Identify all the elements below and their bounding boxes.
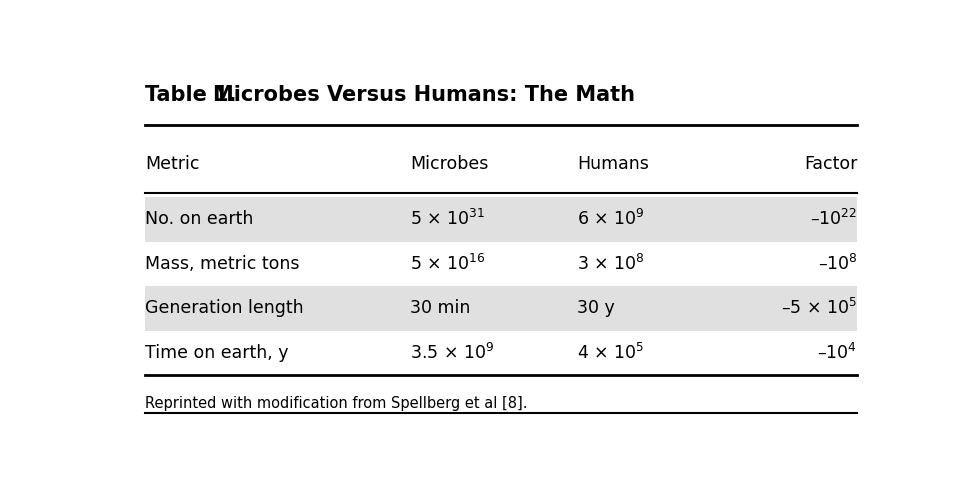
Text: –10$^{22}$: –10$^{22}$ [809,209,857,229]
Text: Table 1.: Table 1. [145,85,236,106]
Text: Time on earth, y: Time on earth, y [145,344,288,362]
Text: Humans: Humans [576,155,648,173]
Text: 3 × 10$^{8}$: 3 × 10$^{8}$ [576,254,644,274]
Bar [145,286,857,331]
Bar [145,197,857,242]
Text: Generation length: Generation length [145,300,303,318]
Text: 6 × 10$^{9}$: 6 × 10$^{9}$ [576,209,644,229]
Text: 5 × 10$^{31}$: 5 × 10$^{31}$ [410,209,486,229]
Text: –10$^{4}$: –10$^{4}$ [817,343,857,363]
Text: Microbes: Microbes [410,155,488,173]
Text: Factor: Factor [803,155,857,173]
Text: –10$^{8}$: –10$^{8}$ [817,254,857,274]
Text: 3.5 × 10$^{9}$: 3.5 × 10$^{9}$ [410,343,494,363]
Text: –5 × 10$^{5}$: –5 × 10$^{5}$ [781,299,857,319]
Text: 30 min: 30 min [410,300,470,318]
Text: Microbes Versus Humans: The Math: Microbes Versus Humans: The Math [213,85,634,106]
Text: Mass, metric tons: Mass, metric tons [145,255,299,273]
Text: Metric: Metric [145,155,199,173]
Text: 5 × 10$^{16}$: 5 × 10$^{16}$ [410,254,486,274]
Text: No. on earth: No. on earth [145,210,253,228]
Text: Reprinted with modification from Spellberg et al [8].: Reprinted with modification from Spellbe… [145,396,527,411]
Text: 4 × 10$^{5}$: 4 × 10$^{5}$ [576,343,644,363]
Text: 30 y: 30 y [576,300,615,318]
